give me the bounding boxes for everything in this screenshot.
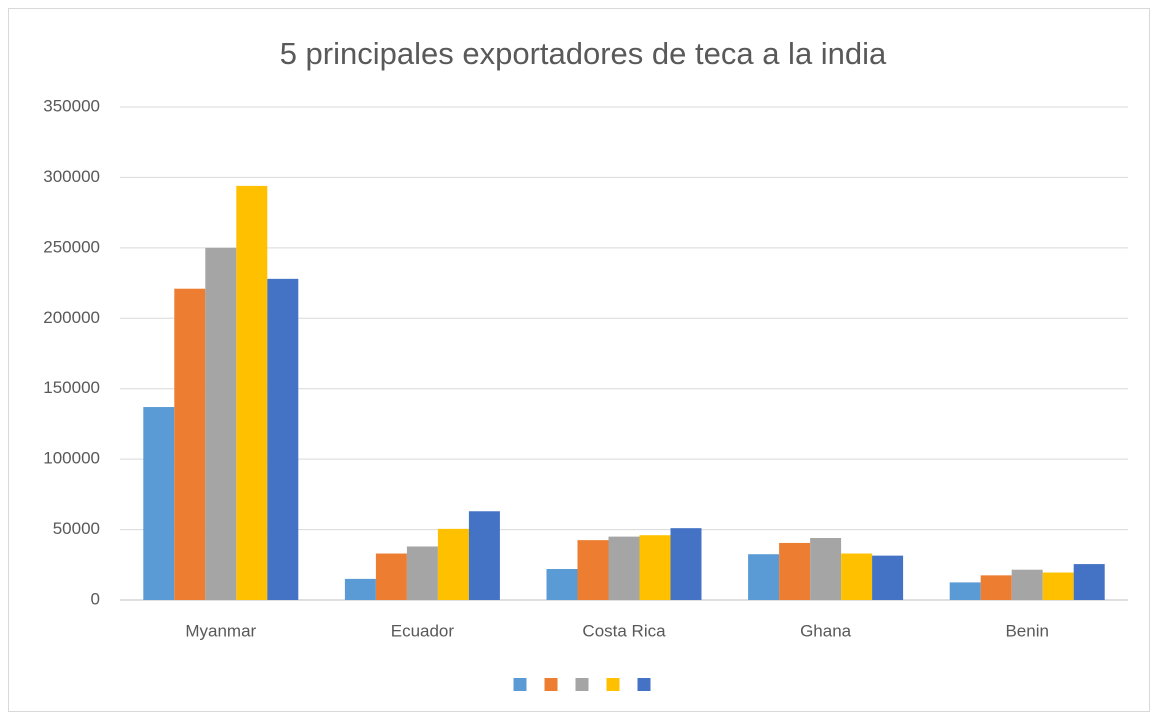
bar (267, 278, 299, 600)
bar (1042, 572, 1074, 600)
bar (344, 578, 376, 600)
bar (546, 569, 578, 600)
y-tick-label: 150000 (43, 378, 100, 397)
bar (437, 528, 469, 600)
bar (639, 535, 671, 600)
bar (375, 553, 407, 600)
bar (872, 555, 904, 600)
bar (748, 554, 780, 600)
bar (670, 528, 702, 600)
bar (841, 553, 873, 600)
y-tick-label: 200000 (43, 308, 100, 327)
x-tick-label: Benin (1005, 621, 1048, 640)
x-tick-label: Costa Rica (582, 621, 666, 640)
bar (406, 546, 438, 600)
bar (608, 536, 640, 600)
bar (779, 542, 811, 600)
bar (205, 247, 237, 600)
y-tick-label: 250000 (43, 237, 100, 256)
x-tick-label: Ecuador (391, 621, 455, 640)
y-tick-label: 300000 (43, 167, 100, 186)
legend-swatch (513, 678, 527, 691)
bar (174, 288, 206, 600)
bar (143, 407, 175, 600)
bar (236, 185, 268, 600)
chart-title: 5 principales exportadores de teca a la … (280, 36, 887, 71)
bar (1073, 564, 1105, 600)
legend-swatch (575, 678, 589, 691)
x-tick-label: Myanmar (185, 621, 256, 640)
legend-swatch (606, 678, 620, 691)
bar (1011, 569, 1043, 600)
bar (810, 538, 842, 600)
bar (949, 582, 981, 600)
legend-swatch (544, 678, 558, 691)
y-tick-label: 100000 (43, 449, 100, 468)
bar (980, 575, 1012, 600)
y-tick-label: 50000 (53, 519, 100, 538)
x-tick-label: Ghana (800, 621, 852, 640)
y-tick-label: 0 (91, 589, 100, 608)
y-tick-label: 350000 (43, 96, 100, 115)
bar (577, 540, 609, 600)
bar (468, 511, 500, 600)
legend-swatch (637, 678, 651, 691)
